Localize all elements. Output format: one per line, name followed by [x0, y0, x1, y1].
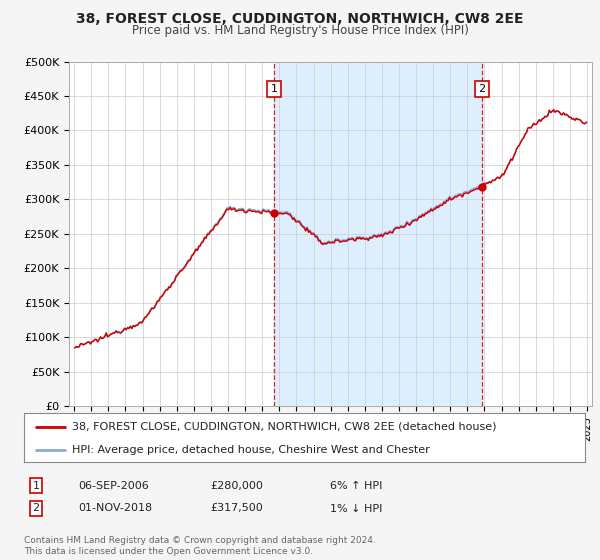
Text: 1: 1: [32, 480, 40, 491]
Text: HPI: Average price, detached house, Cheshire West and Chester: HPI: Average price, detached house, Ches…: [71, 445, 430, 455]
Text: 6% ↑ HPI: 6% ↑ HPI: [330, 480, 382, 491]
Text: Price paid vs. HM Land Registry's House Price Index (HPI): Price paid vs. HM Land Registry's House …: [131, 24, 469, 36]
Text: 1: 1: [271, 84, 277, 94]
Text: 38, FOREST CLOSE, CUDDINGTON, NORTHWICH, CW8 2EE: 38, FOREST CLOSE, CUDDINGTON, NORTHWICH,…: [76, 12, 524, 26]
Text: £317,500: £317,500: [210, 503, 263, 514]
Text: 2: 2: [478, 84, 485, 94]
Text: £280,000: £280,000: [210, 480, 263, 491]
Text: Contains HM Land Registry data © Crown copyright and database right 2024.
This d: Contains HM Land Registry data © Crown c…: [24, 536, 376, 556]
Text: 2: 2: [32, 503, 40, 514]
Bar: [274, 62, 482, 406]
Text: 1% ↓ HPI: 1% ↓ HPI: [330, 503, 382, 514]
Text: 38, FOREST CLOSE, CUDDINGTON, NORTHWICH, CW8 2EE (detached house): 38, FOREST CLOSE, CUDDINGTON, NORTHWICH,…: [71, 422, 496, 432]
Text: 06-SEP-2006: 06-SEP-2006: [78, 480, 149, 491]
Text: 01-NOV-2018: 01-NOV-2018: [78, 503, 152, 514]
